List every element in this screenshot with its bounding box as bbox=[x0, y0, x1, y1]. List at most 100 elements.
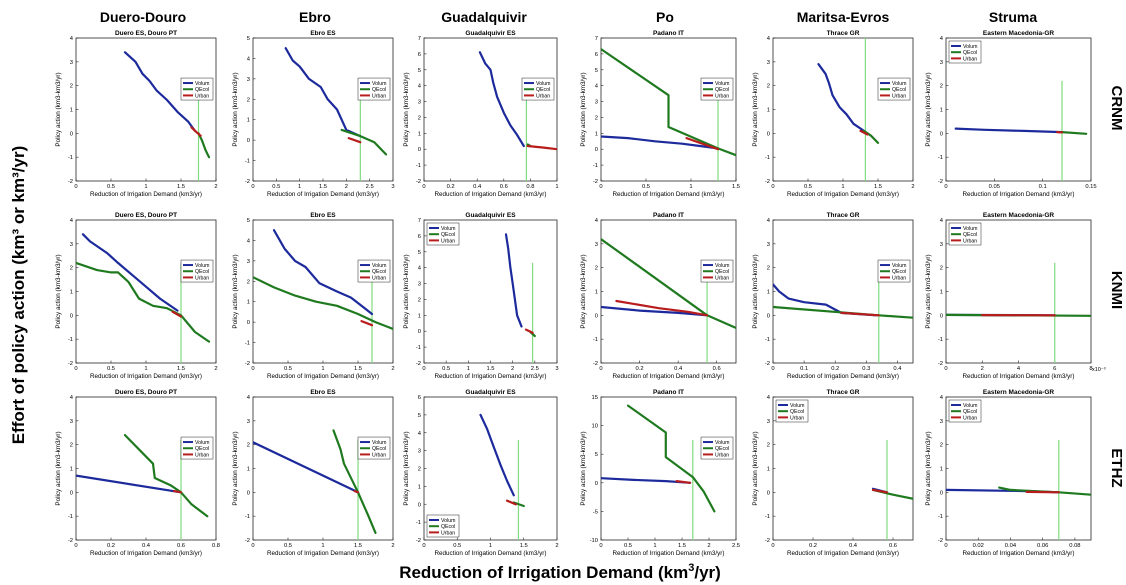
y-tick-label: 15 bbox=[592, 395, 598, 401]
y-tick-label: -2 bbox=[416, 361, 421, 367]
panel-x-label: Reduction of Irrigation Demand (km3/yr) bbox=[963, 191, 1075, 198]
y-tick-label: 0 bbox=[940, 490, 943, 496]
panel-x-label: Reduction of Irrigation Demand (km3/yr) bbox=[267, 550, 379, 557]
y-tick-label: -1 bbox=[765, 514, 770, 520]
x-tick-label: 1.5 bbox=[354, 543, 362, 549]
panel-x-label: Reduction of Irrigation Demand (km3/yr) bbox=[435, 373, 547, 380]
x-tick-label: 2.5 bbox=[531, 366, 539, 372]
panel-r2-c6: Eastern Macedonia-GR 0 2 4 6 8 -2 -1 0 1 2 3 4 x10⁻³ R… bbox=[925, 212, 1106, 380]
x-tick-label: 1 bbox=[321, 366, 324, 372]
x-tick-label: 2 bbox=[391, 543, 394, 549]
x-tick-label: 0.8 bbox=[526, 184, 534, 190]
y-tick-label: 2 bbox=[247, 279, 250, 285]
series-line-qecol bbox=[1060, 131, 1088, 135]
legend-label-urban: Urban bbox=[195, 452, 209, 458]
y-tick-label: -2 bbox=[416, 179, 421, 185]
panel-y-label: Policy action (km3-km3/yr) bbox=[580, 254, 587, 328]
panel-x-label: Reduction of Irrigation Demand (km3/yr) bbox=[90, 550, 202, 557]
column-title-4: Po bbox=[656, 9, 674, 25]
series-group bbox=[284, 47, 388, 156]
y-tick-label: -2 bbox=[765, 361, 770, 367]
x-tick-label: 4 bbox=[1017, 366, 1021, 372]
x-tick-label: 0 bbox=[771, 366, 774, 372]
panel-r1-c6: Eastern Macedonia-GR 0 0.05 0.1 0.15 -2 -1 0 1 2 3… bbox=[925, 30, 1097, 198]
legend-label-qecol: QEcol bbox=[372, 269, 386, 275]
x-exponent-label: x10⁻³ bbox=[1092, 367, 1106, 373]
x-tick-label: 0.06 bbox=[1037, 543, 1048, 549]
y-tick-label: 4 bbox=[767, 218, 771, 224]
y-tick-label: 2 bbox=[595, 115, 598, 121]
y-tick-label: 5 bbox=[418, 68, 421, 74]
legend-label-qecol: QEcol bbox=[892, 87, 906, 93]
legend-label-volum: Volum bbox=[963, 403, 977, 409]
panel-y-label: Policy action (km3-km3/yr) bbox=[580, 431, 587, 505]
column-title-1: Duero-Douro bbox=[100, 9, 186, 25]
x-tick-label: 0.5 bbox=[442, 366, 450, 372]
y-tick-label: -1 bbox=[938, 337, 943, 343]
y-tick-label: 3 bbox=[940, 242, 943, 248]
y-tick-label: 3 bbox=[70, 419, 73, 425]
y-tick-label: 4 bbox=[940, 218, 944, 224]
y-tick-label: -10 bbox=[590, 538, 598, 544]
panel-x-label: Reduction of Irrigation Demand (km3/yr) bbox=[435, 191, 547, 198]
x-tick-label: 1 bbox=[467, 366, 470, 372]
series-line-volum bbox=[954, 127, 1064, 134]
legend-label-qecol: QEcol bbox=[892, 269, 906, 275]
y-tick-label: -1 bbox=[765, 155, 770, 161]
series-group bbox=[478, 51, 557, 151]
panel-y-label: Policy action (km3-km3/yr) bbox=[232, 254, 239, 328]
legend-label-urban: Urban bbox=[892, 93, 906, 99]
y-tick-label: 1 bbox=[595, 131, 598, 137]
x-tick-label: 2 bbox=[707, 543, 710, 549]
panel-x-label: Reduction of Irrigation Demand (km3/yr) bbox=[787, 191, 899, 198]
plot-area bbox=[252, 396, 394, 541]
y-tick-label: 2 bbox=[767, 266, 770, 272]
legend-label-volum: Volum bbox=[441, 226, 455, 232]
panel-title: Thrace GR bbox=[827, 212, 860, 219]
x-tick-label: 0.5 bbox=[284, 543, 292, 549]
series-line-volum bbox=[76, 474, 183, 494]
x-tick-label: 1 bbox=[144, 184, 147, 190]
series-line-qecol bbox=[626, 404, 716, 513]
y-tick-label: 3 bbox=[767, 419, 770, 425]
x-tick-label: 0.1 bbox=[800, 366, 808, 372]
column-title-3: Guadalquivir bbox=[441, 9, 527, 25]
series-line-urban bbox=[353, 490, 360, 494]
global-y-label: Effort of policy action (km³ or km³/yr) bbox=[9, 146, 28, 444]
y-tick-label: 0 bbox=[418, 329, 421, 335]
series-group bbox=[773, 283, 913, 319]
x-tick-label: 1 bbox=[689, 184, 692, 190]
x-tick-label: 1.5 bbox=[874, 184, 882, 190]
y-tick-label: 7 bbox=[595, 36, 598, 42]
legend-label-urban: Urban bbox=[372, 452, 386, 458]
y-tick-label: 3 bbox=[418, 100, 421, 106]
x-tick-label: 0.2 bbox=[809, 543, 817, 549]
legend-label-volum: Volum bbox=[892, 81, 906, 87]
x-tick-label: 0.4 bbox=[674, 366, 683, 372]
y-tick-label: 6 bbox=[418, 52, 421, 58]
series-group bbox=[871, 487, 913, 500]
y-tick-label: 1 bbox=[418, 313, 421, 319]
legend-label-qecol: QEcol bbox=[195, 446, 209, 452]
y-tick-label: 0 bbox=[70, 490, 73, 496]
column-title-6: Struma bbox=[989, 9, 1037, 25]
panel-title: Guadalquivir ES bbox=[465, 389, 516, 396]
x-tick-label: 0.04 bbox=[1005, 543, 1017, 549]
series-line-urban bbox=[360, 320, 374, 327]
x-tick-label: 0 bbox=[944, 184, 947, 190]
panel-r1-c1: Duero ES, Douro PT 0 0.5 1 1.5 2 -2 -1 0 1 2 3 4 Redu… bbox=[55, 30, 218, 198]
x-tick-label: 2 bbox=[345, 184, 348, 190]
y-tick-label: -2 bbox=[593, 361, 598, 367]
y-tick-label: 0 bbox=[767, 131, 770, 137]
y-tick-label: -1 bbox=[938, 155, 943, 161]
series-group bbox=[76, 434, 209, 518]
panel-r2-c2: Ebro ES 0 0.5 1 1.5 2 -2 -1 0 1 2 3 4 5 Reduction of I… bbox=[232, 212, 395, 380]
x-tick-label: 1 bbox=[298, 184, 301, 190]
y-tick-label: 4 bbox=[70, 395, 74, 401]
series-group bbox=[123, 51, 211, 159]
x-tick-label: 1 bbox=[321, 543, 324, 549]
y-tick-label: -2 bbox=[593, 179, 598, 185]
